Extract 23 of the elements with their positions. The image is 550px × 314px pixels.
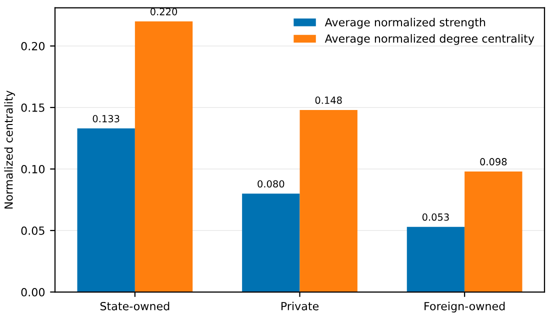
text: 0.05 xyxy=(21,226,44,235)
bar xyxy=(300,110,358,292)
bar xyxy=(77,128,135,292)
data-label: 0.053 xyxy=(422,213,449,221)
bar xyxy=(242,194,300,292)
data-label: 0.098 xyxy=(480,158,507,166)
text: 0.10 xyxy=(21,164,45,174)
text: 0.00 xyxy=(21,288,45,296)
data-label: 0.220 xyxy=(150,8,178,16)
bar xyxy=(134,21,193,292)
data-label: 0.080 xyxy=(258,180,284,188)
bar xyxy=(464,171,522,292)
legend-label: Average normalized strength xyxy=(324,18,486,29)
legend-label: Average normalized degree centrality xyxy=(324,34,534,45)
bar xyxy=(406,226,465,292)
data-label: 0.148 xyxy=(315,96,342,104)
y-axis-title: Normalized centrality xyxy=(4,90,15,209)
data-label: 0.133 xyxy=(92,115,120,122)
x-tick-label: State-owned xyxy=(100,302,170,310)
x-tick-label: Private xyxy=(281,302,319,310)
text: 0.20 xyxy=(21,42,45,50)
text: 0.15 xyxy=(21,103,44,112)
x-tick-label: Foreign-owned xyxy=(424,302,505,312)
